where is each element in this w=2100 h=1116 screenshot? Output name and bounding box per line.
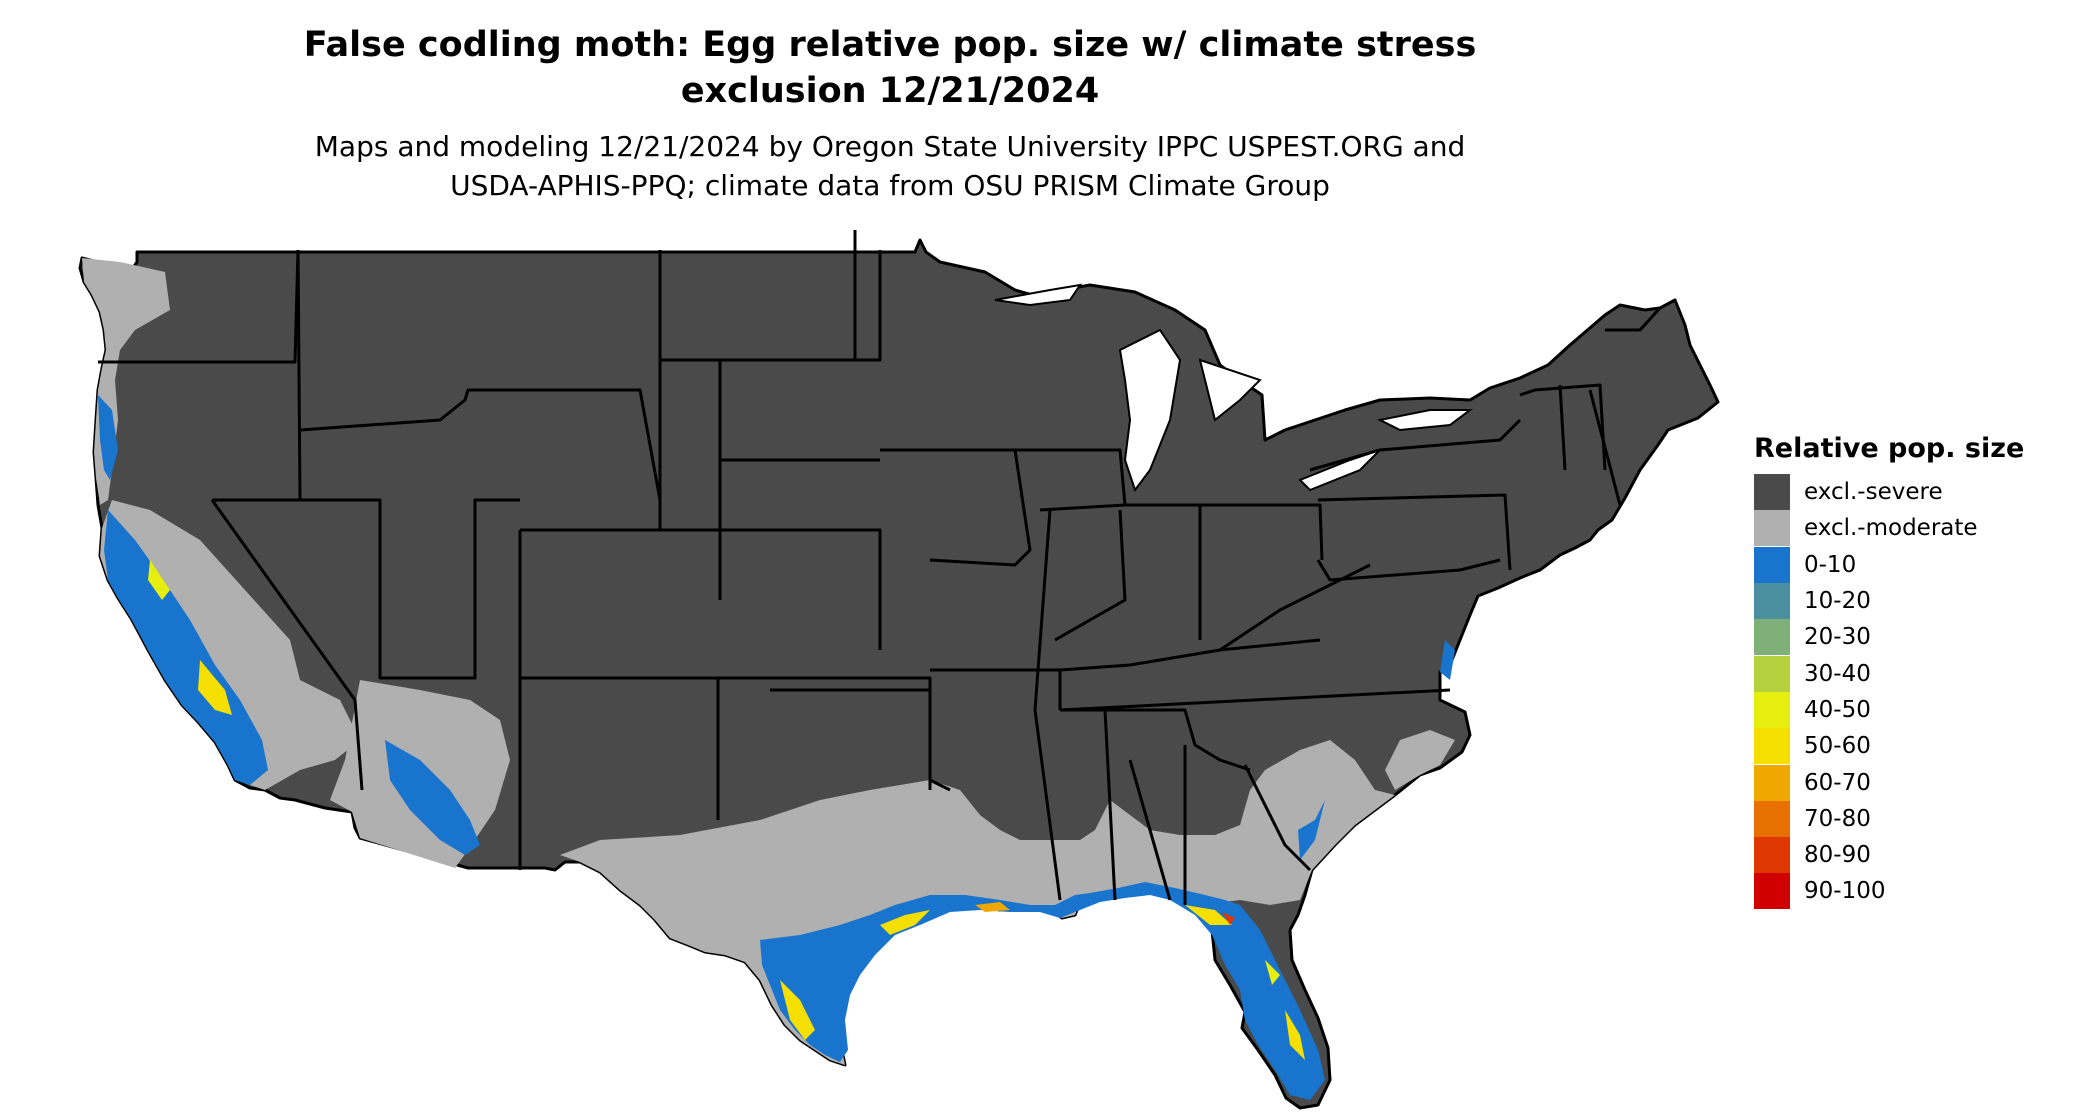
legend: Relative pop. size excl.-severe excl.-mo…: [1754, 432, 2054, 910]
legend-title: Relative pop. size: [1754, 433, 2025, 464]
legend-label: 70-80: [1804, 805, 1871, 832]
legend-swatch: [1754, 873, 1790, 910]
us-landmass: [78, 238, 1720, 1110]
legend-label: 90-100: [1804, 878, 1886, 905]
legend-item: 40-50: [1754, 691, 2054, 728]
map-subtitle-line-2: USDA-APHIS-PPQ; climate data from OSU PR…: [450, 169, 1330, 202]
legend-swatch: [1754, 619, 1790, 656]
legend-label: 50-60: [1804, 733, 1871, 760]
legend-label: 80-90: [1804, 842, 1871, 869]
legend-label: 0-10: [1804, 551, 1857, 578]
legend-item: 0-10: [1754, 546, 2054, 583]
legend-label: 60-70: [1804, 769, 1871, 796]
legend-label: 20-30: [1804, 624, 1871, 651]
legend-swatch: [1754, 837, 1790, 874]
legend-swatch: [1754, 691, 1790, 728]
map-subtitle-line-1: Maps and modeling 12/21/2024 by Oregon S…: [314, 130, 1466, 163]
legend-item: 80-90: [1754, 837, 2054, 874]
map-title-line-2: exclusion 12/21/2024: [680, 71, 1100, 111]
legend-swatch: [1754, 728, 1790, 765]
legend-item: 20-30: [1754, 619, 2054, 656]
legend-label: 30-40: [1804, 660, 1871, 687]
zone-high-suitability: [148, 560, 1305, 1060]
legend-item: excl.-severe: [1754, 474, 2054, 511]
legend-item: 60-70: [1754, 764, 2054, 801]
legend-swatch: [1754, 474, 1790, 511]
legend-label: 40-50: [1804, 696, 1871, 723]
legend-item: 10-20: [1754, 583, 2054, 620]
map-title-line-1: False codling moth: Egg relative pop. si…: [303, 25, 1477, 65]
legend-label: 10-20: [1804, 588, 1871, 615]
legend-swatch: [1754, 764, 1790, 801]
legend-swatch: [1754, 510, 1790, 547]
legend-swatch: [1754, 655, 1790, 692]
legend-label: excl.-severe: [1804, 479, 1943, 506]
legend-items: excl.-severe excl.-moderate 0-10 10-20 2…: [1754, 474, 2054, 910]
legend-item: 70-80: [1754, 800, 2054, 837]
great-lakes: [994, 283, 1473, 493]
legend-swatch: [1754, 546, 1790, 583]
legend-item: 30-40: [1754, 655, 2054, 692]
zone-0-10: [98, 395, 1455, 1100]
legend-item: 50-60: [1754, 728, 2054, 765]
state-boundaries: [98, 230, 1662, 905]
legend-swatch: [1754, 800, 1790, 837]
legend-label: excl.-moderate: [1804, 515, 1978, 542]
legend-item: 90-100: [1754, 873, 2054, 910]
legend-item: excl.-moderate: [1754, 510, 2054, 547]
legend-swatch: [1754, 583, 1790, 620]
